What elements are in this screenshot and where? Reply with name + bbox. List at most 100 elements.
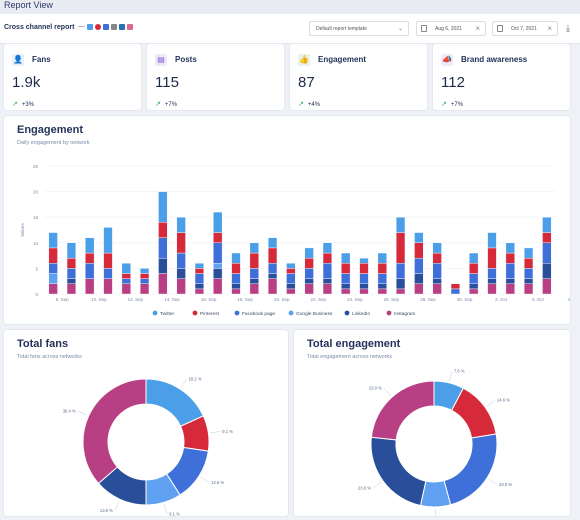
bar-segment	[176, 216, 186, 233]
fans-icon: 👤	[12, 54, 24, 66]
bar-segment	[158, 191, 168, 223]
clear-date-from-icon[interactable]: ×	[475, 24, 480, 33]
x-tick-label: 28. Sep	[420, 297, 436, 302]
bar-segment	[523, 247, 534, 259]
bar-segment	[158, 257, 168, 274]
kpi-card-fans: 👤 Fans 1.9k ↗ +3%	[4, 44, 141, 110]
bar-segment	[505, 263, 515, 279]
bar-segment	[66, 268, 77, 279]
bar-segment	[304, 268, 314, 279]
bar-segment	[231, 252, 241, 264]
bar-segment	[432, 252, 442, 264]
bar-segment	[213, 278, 223, 295]
bar-segment	[414, 232, 424, 243]
report-template-select[interactable]: Default report template ⌄	[309, 21, 409, 36]
bar-segment	[103, 252, 113, 269]
bar-segment	[304, 278, 314, 284]
bar-segment	[469, 263, 479, 274]
bar-segment	[103, 278, 113, 295]
pinterest-icon[interactable]	[95, 24, 101, 30]
x-tick-label: 12. Sep	[128, 297, 144, 302]
bar-segment	[139, 278, 150, 284]
date-to-picker[interactable]: Oct 7, 2021 ×	[492, 21, 558, 36]
donut-label-connector	[488, 478, 498, 485]
bar-segment	[304, 257, 314, 269]
bar-segment	[432, 283, 442, 295]
x-tick-label: 30. Sep	[457, 297, 473, 302]
bar-segment	[505, 242, 515, 254]
bar-segment	[341, 252, 351, 264]
facebook-icon[interactable]	[103, 24, 109, 30]
kpi-change: ↗ +7%	[155, 100, 177, 108]
bar-segment	[48, 273, 58, 284]
legend-label: Google Business	[296, 311, 333, 317]
x-tick-label: 16. Sep	[201, 297, 217, 302]
date-from-picker[interactable]: Aug 6, 2021 ×	[416, 21, 486, 36]
clear-date-to-icon[interactable]: ×	[547, 24, 552, 33]
bar-segment	[542, 216, 552, 233]
bar-segment	[469, 288, 479, 295]
bar-segment	[395, 278, 406, 290]
y-tick-label: 15	[33, 215, 39, 220]
bar-segment	[267, 247, 278, 264]
kpi-label: Engagement	[318, 55, 367, 64]
bar-segment	[249, 283, 259, 295]
bar-segment	[213, 242, 223, 264]
bar-segment	[121, 263, 131, 274]
bar-segment	[139, 273, 150, 279]
bar-segment	[194, 273, 205, 284]
bar-segment	[523, 257, 534, 269]
bar-segment	[359, 283, 369, 290]
legend-marker	[344, 310, 350, 316]
bar-segment	[249, 252, 259, 269]
bar-segment	[103, 268, 113, 279]
bar-segment	[322, 263, 333, 279]
legend-label: LinkedIn	[352, 311, 370, 317]
bar-segment	[542, 232, 552, 243]
donut-value-label: 18.2 %	[189, 376, 202, 381]
bar-segment	[414, 257, 424, 274]
bar-segment	[249, 242, 259, 254]
engagement-icon: 👍	[298, 54, 310, 66]
bar-segment	[158, 273, 168, 295]
engagement-subtitle: Daily engagement by network	[17, 140, 90, 146]
kpi-change-value: +7%	[450, 102, 464, 108]
report-name[interactable]: Cross channel report	[4, 24, 75, 31]
bar-segment	[359, 257, 369, 264]
kpi-value: 112	[441, 74, 465, 91]
donut-value-label: 9.1 %	[222, 429, 233, 434]
bar-segment	[505, 283, 515, 295]
bar-segment	[304, 283, 314, 295]
bar-segment	[377, 273, 387, 284]
donut-label-connector	[180, 378, 187, 388]
donut-label-connector	[449, 371, 453, 381]
bar-segment	[158, 222, 168, 238]
donut-label-connector	[210, 431, 221, 434]
donut-label-connector	[372, 481, 382, 488]
bar-segment	[341, 288, 351, 295]
x-tick-label: 18. Sep	[237, 297, 253, 302]
legend-marker	[152, 310, 158, 316]
window-titlebar: Report View	[0, 0, 580, 14]
bar-segment	[231, 263, 241, 274]
bar-segment	[359, 273, 369, 284]
bar-segment	[487, 247, 497, 269]
linkedin-icon[interactable]	[119, 24, 125, 30]
donut-label-connector	[486, 400, 496, 407]
bar-segment	[487, 268, 497, 279]
bar-segment	[469, 283, 479, 290]
instagram-icon[interactable]	[127, 24, 133, 30]
google-icon[interactable]	[111, 24, 117, 30]
trend-up-icon: ↗	[298, 101, 304, 108]
calendar-icon	[421, 25, 427, 32]
kpi-change: ↗ +4%	[298, 100, 320, 108]
legend-label: Twitter	[160, 311, 175, 317]
legend-label: Pinterest	[200, 311, 220, 317]
report-filter-bar: Cross channel report — Default report te…	[0, 14, 580, 44]
download-icon[interactable]: ⤓	[566, 23, 570, 33]
twitter-icon[interactable]	[87, 24, 93, 30]
total-engagement-card: Total engagement Total engagement across…	[294, 330, 570, 516]
posts-icon: ▤	[155, 54, 167, 66]
bar-segment	[341, 283, 351, 290]
bar-segment	[432, 263, 442, 279]
